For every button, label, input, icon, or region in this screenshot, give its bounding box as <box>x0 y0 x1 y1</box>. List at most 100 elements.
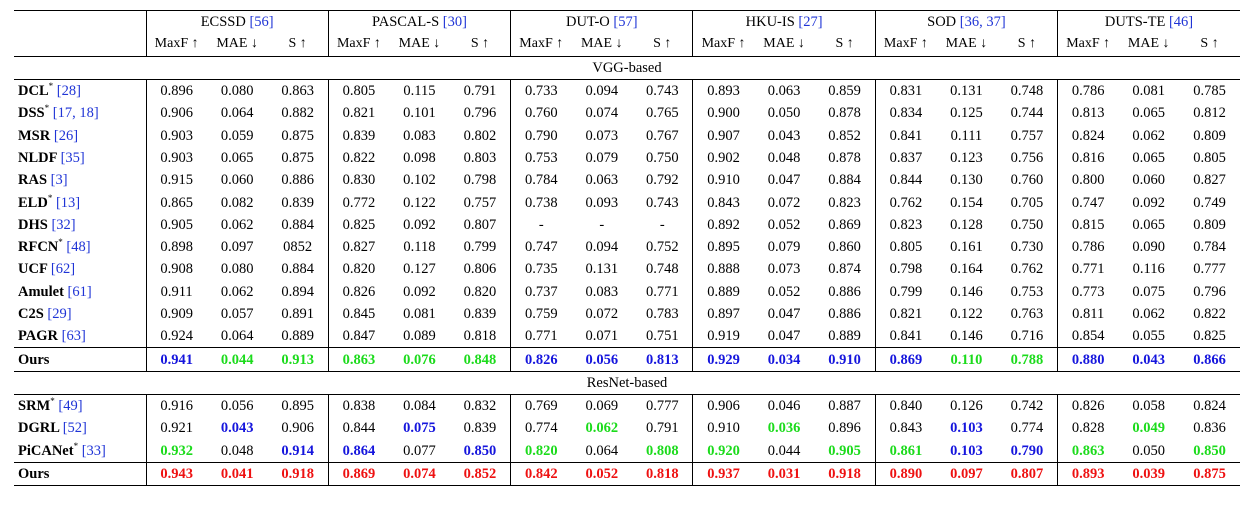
value-cell: 0.895 <box>692 235 754 259</box>
method-citation[interactable]: [28] <box>56 83 81 100</box>
method-citation[interactable]: [26] <box>53 127 79 144</box>
value-cell: 0.845 <box>327 302 390 326</box>
method-citation[interactable]: [13] <box>55 194 81 211</box>
value-cell: 0.854 <box>1057 325 1119 348</box>
method-row: Amulet [61] 0.911 0.062 0.894 0.826 0.092 0.82… <box>14 280 1240 303</box>
value-cell: - <box>659 216 665 233</box>
value-cell: 0.905 <box>828 442 861 459</box>
value-cell: 0.839 <box>327 124 390 147</box>
value-cell: 0.903 <box>145 124 207 147</box>
value-cell: 0.820 <box>327 258 390 281</box>
value-cell: 0.738 <box>510 191 572 214</box>
value-cell: 0.044 <box>206 347 268 372</box>
dataset-citation[interactable]: [46] <box>1168 14 1194 31</box>
value-cell: 0.796 <box>1193 283 1226 300</box>
method-citation[interactable]: [48] <box>66 239 91 256</box>
value-cell: 0.875 <box>281 127 314 144</box>
dataset-header-ecssd: ECSSD [56] <box>145 10 329 34</box>
value-cell: 0.161 <box>950 239 983 256</box>
dataset-citation[interactable]: [36, 37] <box>959 14 1006 31</box>
dataset-citation[interactable]: [30] <box>442 14 467 31</box>
value-cell: 0.060 <box>1132 172 1166 189</box>
metric-header: S ↑ <box>288 36 307 52</box>
value-cell: 0.757 <box>1010 127 1044 144</box>
value-cell: 0.823 <box>874 213 937 236</box>
method-name-cell: PiCANet* [33] <box>14 440 146 463</box>
value-cell: 0.865 <box>145 191 207 214</box>
method-star: * <box>50 396 55 407</box>
value-cell: 0.777 <box>632 394 693 418</box>
section-header-row: VGG-based <box>14 55 1240 80</box>
method-citation[interactable]: [61] <box>67 283 92 300</box>
value-cell: 0.826 <box>510 347 572 372</box>
value-cell: 0.809 <box>1193 127 1226 144</box>
value-cell: 0.892 <box>692 213 754 236</box>
value-cell: 0.059 <box>220 127 254 144</box>
value-cell: 0.750 <box>1010 216 1044 233</box>
value-cell: 0.146 <box>950 328 983 345</box>
value-cell: 0.072 <box>585 306 619 322</box>
method-citation[interactable]: [62] <box>50 261 76 278</box>
value-cell: 0.886 <box>281 172 314 189</box>
method-name-cell: DGRL [52] <box>14 417 146 439</box>
value-cell: 0.075 <box>1132 283 1166 300</box>
dataset-name: DUTS-TE <box>1104 14 1166 31</box>
value-cell: 0.808 <box>645 442 679 459</box>
value-cell: 0.773 <box>1057 280 1119 303</box>
value-cell: 0.103 <box>950 420 983 437</box>
dataset-citation[interactable]: [27] <box>798 14 823 31</box>
value-cell: 0.036 <box>767 420 801 437</box>
method-citation[interactable]: [33] <box>81 442 106 459</box>
method-star: * <box>48 81 54 92</box>
value-cell: 0.811 <box>1057 302 1119 326</box>
method-name-cell: Ours <box>14 347 146 372</box>
value-cell: 0.747 <box>1057 191 1119 214</box>
dataset-header-duts-te: DUTS-TE [46] <box>1057 10 1240 34</box>
method-citation[interactable]: [63] <box>61 328 86 345</box>
value-cell: 0.757 <box>463 194 497 211</box>
method-citation[interactable]: [32] <box>51 216 76 233</box>
value-cell: 0.047 <box>767 328 801 345</box>
method-citation[interactable]: [29] <box>47 306 72 322</box>
value-cell: 0.089 <box>403 328 436 345</box>
section-title: ResNet-based <box>14 370 1240 395</box>
value-cell: 0.826 <box>1057 394 1119 418</box>
method-citation[interactable]: [52] <box>62 420 87 437</box>
value-cell: 0.843 <box>692 191 754 214</box>
value-cell: 0.062 <box>1132 306 1166 322</box>
metric-header: MaxF ↑ <box>327 33 390 57</box>
value-cell: 0.130 <box>950 172 983 189</box>
value-cell: 0.079 <box>767 239 801 256</box>
dataset-citation[interactable]: [57] <box>613 14 638 31</box>
results-body: VGG-based DCL* [28] 0.896 0.080 0.863 0.805 0.… <box>14 55 1240 487</box>
value-cell: 0.065 <box>1132 105 1166 122</box>
value-cell: 0.094 <box>585 239 619 256</box>
value-cell: 0.744 <box>1010 105 1044 122</box>
method-citation[interactable]: [49] <box>58 398 83 415</box>
value-cell: 0.859 <box>814 78 876 103</box>
value-cell: 0.826 <box>327 280 390 303</box>
method-citation[interactable]: [35] <box>60 149 85 166</box>
value-cell: 0.062 <box>220 216 254 233</box>
value-cell: 0.799 <box>874 280 937 303</box>
value-cell: 0.889 <box>692 280 754 303</box>
value-cell: 0852 <box>283 239 313 256</box>
dataset-citation[interactable]: [56] <box>249 14 274 31</box>
value-cell: 0.834 <box>874 102 937 125</box>
value-cell: 0.056 <box>206 394 268 418</box>
value-cell: 0.875 <box>281 149 314 166</box>
method-name: Amulet <box>18 283 64 300</box>
value-cell: 0.118 <box>403 239 436 256</box>
method-citation[interactable]: [3] <box>50 172 68 189</box>
value-cell: 0.052 <box>767 283 801 300</box>
metric-header: MAE ↓ <box>1127 36 1170 52</box>
method-name: Ours <box>18 351 50 368</box>
value-cell: 0.063 <box>585 172 619 189</box>
value-cell: 0.878 <box>828 149 861 166</box>
metric-header: MAE ↓ <box>580 36 623 52</box>
value-cell: 0.743 <box>632 78 693 103</box>
value-cell: 0.805 <box>327 78 390 103</box>
metric-header: MAE ↓ <box>398 36 441 52</box>
method-citation[interactable]: [17, 18] <box>52 105 99 122</box>
section-header-row: ResNet-based <box>14 370 1240 395</box>
